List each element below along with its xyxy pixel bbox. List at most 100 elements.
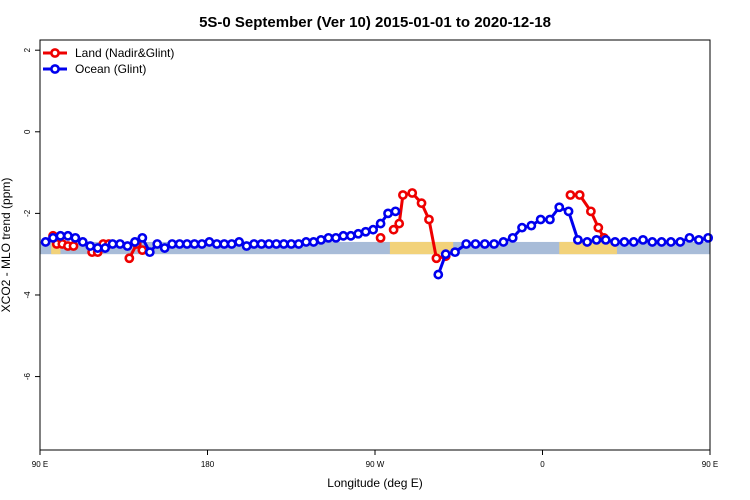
data-point <box>703 232 714 243</box>
series-layer <box>40 188 714 280</box>
data-point <box>174 239 185 249</box>
data-point <box>234 237 245 247</box>
data-point <box>554 202 565 213</box>
data-point <box>286 239 297 249</box>
data-point <box>63 230 73 241</box>
data-point <box>40 237 51 247</box>
legend-swatch-marker <box>50 64 60 74</box>
data-point <box>610 237 620 247</box>
data-point <box>600 235 611 245</box>
y-tick-label: 0 <box>23 129 32 134</box>
data-point <box>331 232 341 243</box>
data-point <box>545 214 555 225</box>
x-tick-label: 0 <box>540 460 545 469</box>
data-point <box>137 245 148 255</box>
data-point <box>526 220 537 231</box>
data-point <box>383 208 393 219</box>
data-point <box>197 239 207 249</box>
x-tick-label: 180 <box>201 460 215 469</box>
y-tick-label: -2 <box>23 209 32 217</box>
data-point <box>666 237 676 247</box>
data-point <box>390 206 401 217</box>
chart-title: 5S-0 September (Ver 10) 2015-01-01 to 20… <box>199 14 551 31</box>
data-point <box>256 239 267 249</box>
data-point <box>585 206 596 217</box>
data-point <box>316 235 326 245</box>
x-tick-label: 90 E <box>32 460 48 469</box>
y-tick-label: -4 <box>23 291 32 299</box>
data-point <box>278 239 289 249</box>
data-point <box>479 239 490 249</box>
x-tick-label: 90 W <box>366 460 385 469</box>
series-ocean <box>40 202 714 280</box>
data-point <box>241 241 252 251</box>
legend-label: Land (Nadir&Glint) <box>75 46 174 60</box>
data-point <box>450 247 460 258</box>
y-axis-label: XCO2 - MLO trend (ppm) <box>0 178 13 313</box>
data-point <box>122 241 133 251</box>
y-tick-label: 2 <box>23 47 32 52</box>
y-axis: 2 0 -2 -4 -6 <box>23 47 40 380</box>
data-point <box>219 239 230 249</box>
data-point <box>398 190 408 200</box>
data-point <box>249 239 259 249</box>
data-point <box>55 230 66 241</box>
data-point <box>211 239 222 249</box>
data-point <box>507 232 518 243</box>
x-tick-label: 90 E <box>702 460 718 469</box>
data-point <box>107 239 118 249</box>
legend-swatch-marker <box>50 48 60 58</box>
data-point <box>461 239 472 249</box>
data-point <box>535 214 546 225</box>
data-point <box>189 239 200 249</box>
data-point <box>416 198 427 209</box>
data-point <box>100 243 111 253</box>
data-point <box>182 239 192 249</box>
data-point <box>152 239 163 249</box>
data-point <box>68 241 79 251</box>
data-point <box>92 243 103 253</box>
data-point <box>647 237 658 247</box>
data-point <box>591 235 602 245</box>
data-point <box>440 249 451 260</box>
x-axis-label: Longitude (deg E) <box>327 476 422 490</box>
legend: Land (Nadir&Glint) Ocean (Glint) <box>43 46 174 76</box>
data-point <box>375 232 386 243</box>
data-point <box>345 230 356 241</box>
data-point <box>489 239 500 249</box>
data-point <box>424 214 434 225</box>
data-point <box>368 224 379 235</box>
data-point <box>85 241 96 251</box>
data-point <box>271 239 282 249</box>
data-point <box>563 206 574 217</box>
x-axis: 90 E 180 90 W 0 90 E <box>32 450 718 469</box>
data-point <box>565 190 576 200</box>
data-point <box>388 224 399 235</box>
data-point <box>144 247 155 258</box>
data-point <box>656 237 667 247</box>
data-point <box>619 237 630 247</box>
data-point <box>264 239 274 249</box>
data-point <box>308 237 319 247</box>
data-point <box>226 239 237 249</box>
data-point <box>431 253 442 264</box>
data-point <box>593 222 604 233</box>
data-point <box>407 188 418 198</box>
data-point <box>124 253 135 264</box>
data-point <box>684 232 695 243</box>
data-point <box>137 232 148 243</box>
data-point <box>115 239 125 249</box>
data-point <box>628 237 639 247</box>
data-point <box>167 239 178 249</box>
data-point <box>375 218 386 229</box>
data-point <box>360 226 371 237</box>
data-point <box>353 228 364 239</box>
land-band-segment <box>389 241 454 255</box>
data-point <box>574 190 585 200</box>
data-point <box>301 237 312 247</box>
data-point <box>433 269 444 280</box>
data-point <box>338 230 349 241</box>
data-point <box>48 232 58 243</box>
data-point <box>675 237 686 247</box>
land-band-segment <box>559 241 617 255</box>
